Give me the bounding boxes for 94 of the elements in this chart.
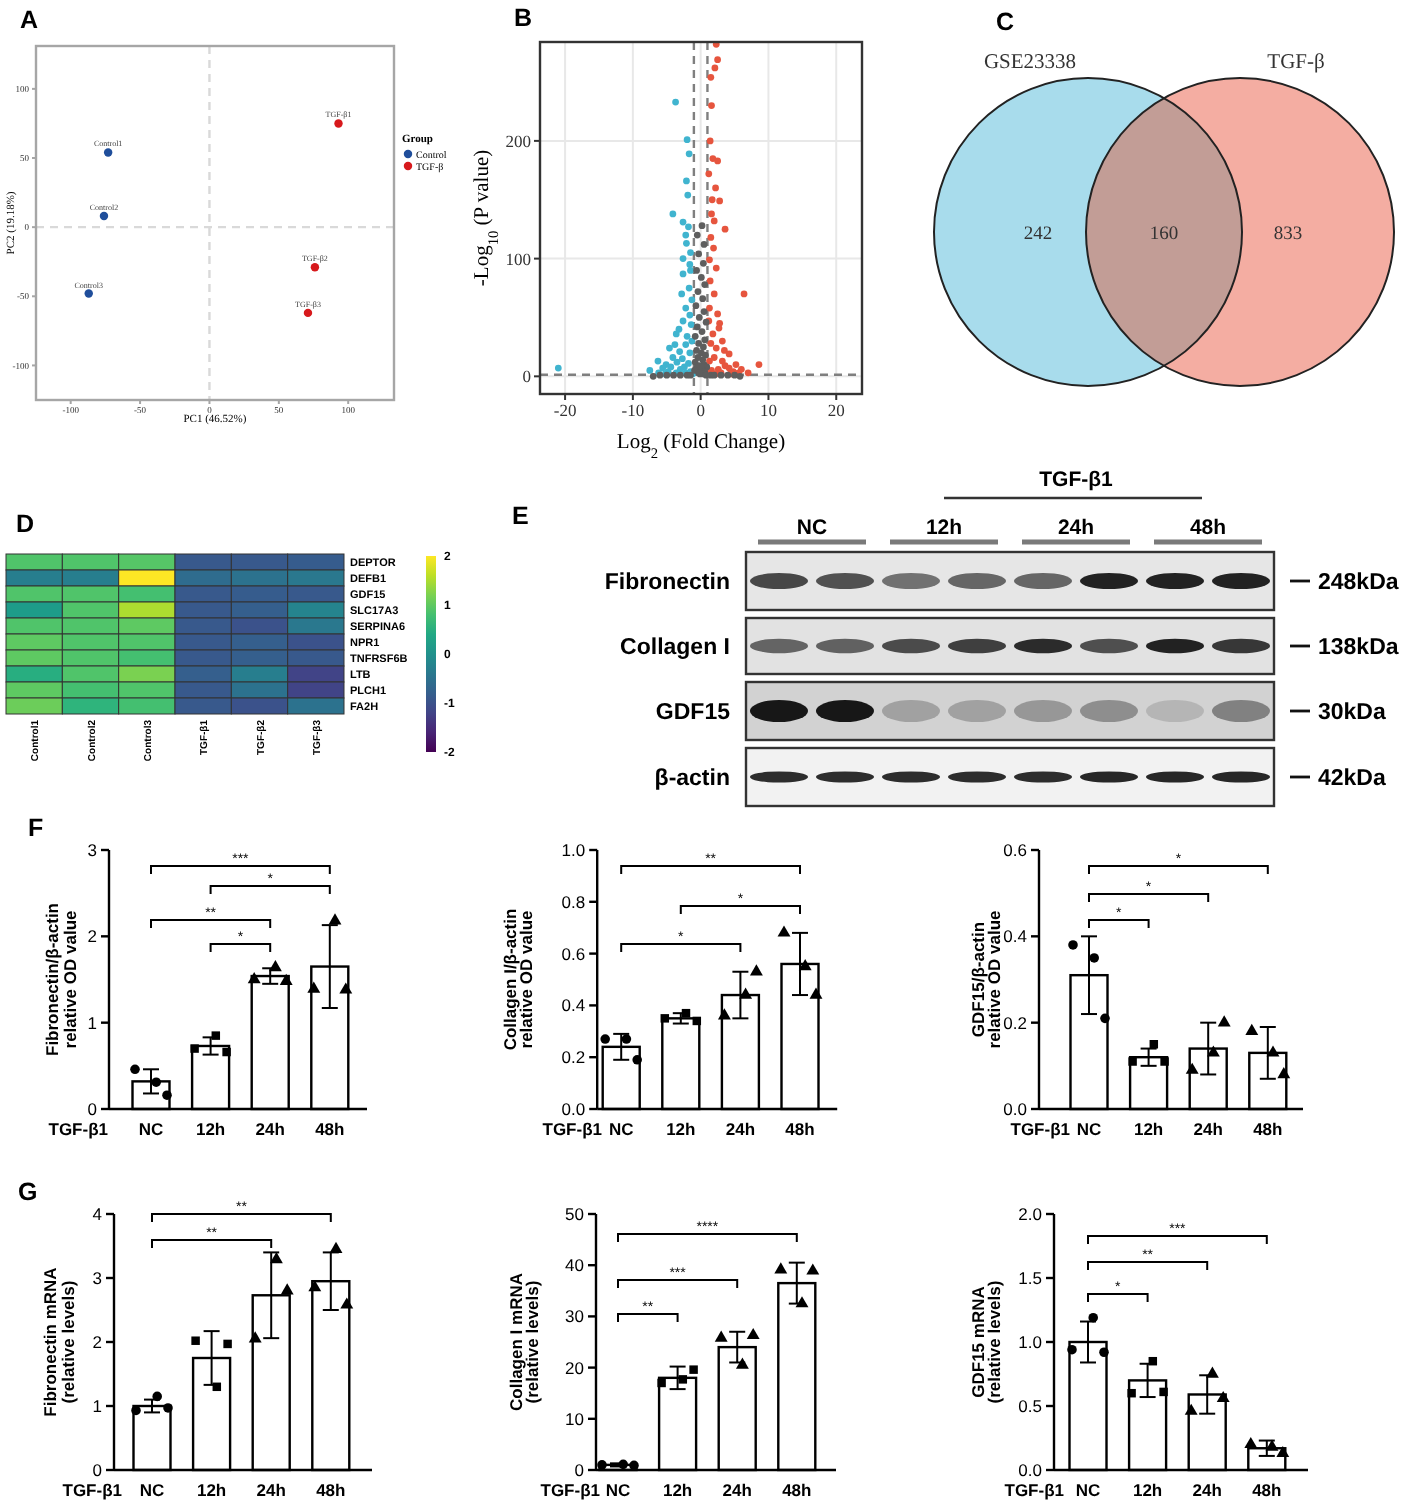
y-tick-label: 0 (522, 366, 531, 387)
y-tick-label: 0.4 (561, 995, 586, 1016)
category-label: GDF15 (655, 701, 730, 726)
x-tick-label: 24h (1193, 1119, 1223, 1139)
y-tick-label: 0.2 (561, 1047, 586, 1068)
y-tick-label: 0.5 (1018, 1395, 1043, 1416)
y-tick-label: 200 (505, 130, 531, 151)
y-tick-label: 0.8 (561, 891, 586, 912)
y-tick-label: 0 (574, 1459, 585, 1480)
x-axis-title: Log$_{2}$ (Fold Change) (616, 432, 787, 461)
y-tick-label: 0.6 (1003, 839, 1028, 860)
y-tick-label: 3 (92, 1267, 103, 1288)
y-tick-label: 1 (87, 1012, 98, 1033)
y-tick-label: 0.2 (1003, 1012, 1028, 1033)
y-tick-label: 0.4 (1003, 926, 1028, 947)
x-tick-label: -20 (553, 400, 577, 421)
y-tick-label: 20 (565, 1357, 585, 1378)
x-tick-label: 12h (662, 1480, 693, 1500)
y-tick-label: 100 (505, 248, 531, 269)
y-axis-title: GDF15/β-actin relative OD value (968, 909, 1004, 1049)
x-tick-label: 48h (785, 1119, 815, 1139)
category-label: Fibronectin (604, 571, 730, 596)
x-tick-label: 12h (195, 1119, 226, 1139)
x-tick-label: 48h (1253, 1119, 1283, 1139)
y-tick-label: 0.6 (561, 943, 586, 964)
x-tick-label: 12h (1133, 1119, 1164, 1139)
y-tick-label: 1.0 (561, 839, 586, 860)
x-tick-label: 12h (666, 1119, 696, 1139)
text: C (996, 8, 1015, 36)
x-tick-label: 48h (1252, 1480, 1282, 1500)
category-label: 42kDa (1318, 767, 1386, 792)
x-tick-label: 20 (827, 400, 845, 421)
y-axis-title: Fibronectin mRNA (relative levels) (40, 1267, 78, 1417)
chart-title: F (28, 814, 44, 842)
y-tick-label: 1.0 (1018, 1331, 1043, 1352)
x-tick-label: 24h (255, 1119, 285, 1139)
x-tick-label: 48h (782, 1480, 812, 1500)
chart-title: D (16, 510, 35, 538)
x-tick-label: NC (139, 1480, 165, 1500)
y-axis-title: Fibronectin/β-actin relative OD value (42, 903, 80, 1056)
y-tick-label: 1 (92, 1395, 103, 1416)
data-label: 833 (1273, 224, 1303, 245)
category-label: 12h (925, 516, 963, 540)
y-tick-label: 30 (565, 1306, 585, 1327)
y-tick-label: 0.0 (1018, 1459, 1043, 1480)
data-label: 160 (1149, 224, 1179, 245)
x-tick-label: -10 (621, 400, 645, 421)
x-tick-label: 48h (315, 1119, 345, 1139)
x-tick-label: NC (1075, 1480, 1101, 1500)
y-axis-title: Collagen I mRNA (relative levels) (506, 1273, 542, 1411)
y-tick-label: 2 (92, 1331, 103, 1352)
x-tick-label: NC (608, 1119, 634, 1139)
y-tick-label: 4 (92, 1203, 103, 1224)
x-tick-label: 24h (256, 1480, 286, 1500)
x-tick-label: 0 (696, 400, 705, 421)
y-axis-title: GDF15 mRNA (relative levels) (968, 1280, 1004, 1404)
y-tick-label: 50 (565, 1203, 585, 1224)
category-label: 248kDa (1318, 571, 1399, 596)
chart-title: G (18, 1178, 38, 1206)
text: E (512, 502, 529, 530)
y-tick-label: 0 (87, 1098, 98, 1119)
x-tick-label: NC (605, 1480, 631, 1500)
x-tick-label: NC (138, 1119, 164, 1139)
x-tick-label: 12h (1132, 1480, 1163, 1500)
category-label: 138kDa (1318, 636, 1399, 661)
y-tick-label: 2 (87, 926, 98, 947)
category-label: 48h (1189, 516, 1227, 540)
x-tick-label: 10 (759, 400, 777, 421)
y-tick-label: 10 (565, 1408, 585, 1429)
x-tick-label: NC (1076, 1119, 1102, 1139)
x-tick-label: 12h (196, 1480, 227, 1500)
category-label: β-actin (654, 767, 730, 792)
x-tick-label: 24h (722, 1480, 752, 1500)
chart-title: A (20, 6, 39, 34)
data-label: 242 (1023, 224, 1053, 245)
text: TGF-β1 (1039, 468, 1114, 492)
y-tick-label: 40 (565, 1255, 585, 1276)
category-label: GSE23338 (983, 52, 1077, 74)
chart-title: B (514, 4, 533, 32)
y-tick-label: 2.0 (1018, 1203, 1043, 1224)
category-label: 24h (1057, 516, 1095, 540)
y-tick-label: 1.5 (1018, 1267, 1043, 1288)
x-tick-label: 24h (1192, 1480, 1222, 1500)
x-tick-label: 24h (725, 1119, 756, 1139)
x-tick-label: 48h (316, 1480, 346, 1500)
y-axis-title: Collagen I/β-actin relative OD value (500, 908, 536, 1051)
y-tick-label: 0 (92, 1459, 103, 1480)
y-tick-label: 0.0 (1003, 1098, 1028, 1119)
category-label: NC (796, 516, 828, 540)
category-label: 30kDa (1318, 701, 1386, 726)
y-tick-label: 0.0 (561, 1098, 586, 1119)
category-label: Collagen I (620, 636, 730, 661)
category-label: TGF-β (1267, 52, 1325, 74)
y-tick-label: 3 (87, 839, 98, 860)
